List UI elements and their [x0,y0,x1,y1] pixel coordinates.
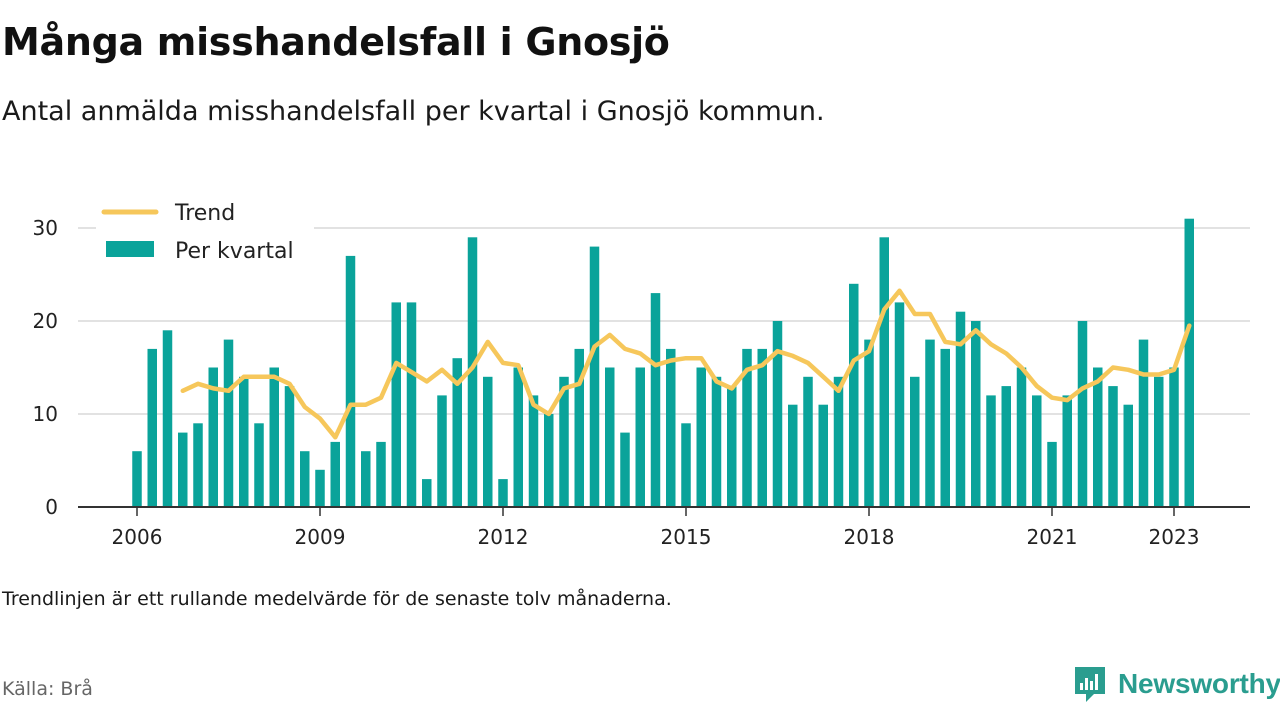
legend: Trend Per kvartal [96,196,314,272]
bar [925,339,935,507]
bar [1047,441,1057,507]
bar [742,348,752,507]
bar [132,451,142,507]
y-tick-label: 20 [33,309,58,333]
bar [330,441,340,507]
bar [559,376,569,507]
bar [574,348,584,507]
bar [193,423,203,507]
bar [833,376,844,507]
bar [1108,386,1118,507]
bar [1077,321,1088,507]
bar [452,358,462,507]
bar [1154,376,1164,507]
bar [696,367,706,507]
chart-title: Många misshandelsfall i Gnosjö [2,20,670,64]
bar [498,479,508,507]
bar [788,404,798,507]
x-tick-label: 2018 [844,525,895,549]
bar [818,404,828,507]
bar [483,376,493,507]
bar [635,367,645,507]
bar [315,469,325,507]
bar [147,348,157,507]
bar [1169,367,1179,507]
trend-line [180,288,1192,440]
x-tick-label: 2021 [1027,525,1078,549]
bar-series [132,218,1194,508]
bar [361,451,371,507]
x-tick-label: 2015 [661,525,712,549]
bar [955,311,966,507]
bar [528,395,539,507]
x-tick-label: 2009 [295,525,346,549]
bar [208,367,218,507]
bar [162,330,173,507]
bar [422,479,432,507]
bar [681,423,691,507]
bar [1123,404,1133,507]
bar [910,376,920,507]
legend-background [96,196,314,272]
bar [345,255,356,507]
bar [849,283,859,507]
bar [666,348,676,507]
bar [1001,386,1011,507]
bar [772,321,783,507]
bar [940,348,950,507]
bar [986,395,996,507]
legend-trend-label: Trend [174,201,235,226]
chart-area: 0 10 20 30 2006 2009 2012 2015 2018 2021 2023 Tre… [32,196,1250,549]
bar [864,339,874,507]
bar [269,367,279,507]
bar [711,376,722,507]
newsworthy-logo-icon [1075,667,1105,702]
bar [1093,367,1103,507]
bar [1016,367,1027,507]
bar [1032,395,1042,507]
bar [391,302,401,507]
x-tick-label: 2012 [478,525,529,549]
x-tick-label: 2006 [112,525,163,549]
chart-subtitle: Antal anmälda misshandelsfall per kvarta… [2,96,825,127]
bar [620,432,630,507]
bar [239,376,249,507]
legend-bar-label: Per kvartal [175,239,294,264]
brand-logo: Newsworthy [1072,664,1280,704]
bar [284,386,295,507]
bar [971,321,981,507]
brand-name: Newsworthy [1118,668,1280,699]
source-text: Källa: Brå [2,678,93,700]
bar [178,432,188,507]
bar [803,376,813,507]
bar [437,395,447,507]
bar [757,348,767,507]
trend-note: Trendlinjen är ett rullande medelvärde f… [2,588,672,610]
x-tick-label: 2023 [1149,525,1200,549]
y-axis-ticks: 0 10 20 30 [33,216,58,519]
bar [879,237,889,508]
bar [727,386,737,507]
bar [467,237,478,508]
trend-series [180,288,1192,440]
bar [376,441,386,507]
bar [254,423,264,507]
bar [223,339,234,507]
bar [1062,395,1072,507]
bar [605,367,615,507]
bar [544,414,554,507]
bar [650,293,661,507]
legend-bar-swatch [106,241,154,257]
bar [1184,218,1194,507]
x-axis: 2006 2009 2012 2015 2018 2021 2023 [78,506,1250,549]
y-tick-label: 30 [33,216,58,240]
bar [406,302,417,507]
bar [894,302,905,507]
bar [300,451,310,507]
y-tick-label: 0 [45,495,58,519]
y-tick-label: 10 [33,402,58,426]
bar [513,367,523,507]
bar [1138,339,1149,507]
bar [589,246,600,507]
